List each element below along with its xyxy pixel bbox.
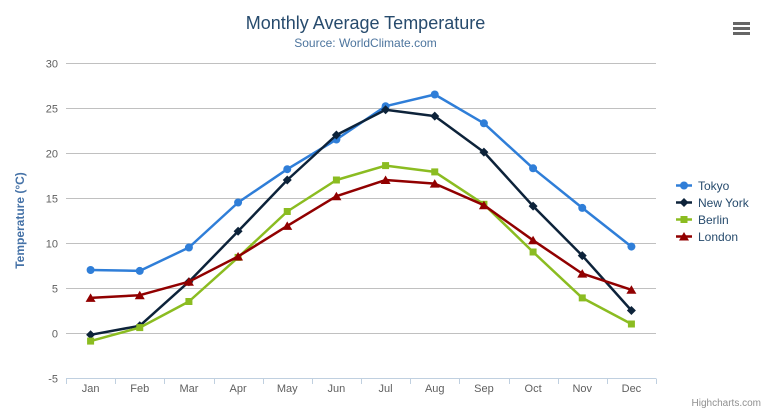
x-axis-label: Sep	[474, 383, 494, 395]
data-point[interactable]	[578, 294, 586, 302]
legend-label: Tokyo	[698, 178, 730, 193]
data-point[interactable]	[429, 179, 440, 188]
data-point[interactable]	[134, 290, 145, 300]
x-axis-label: May	[277, 383, 298, 395]
data-point[interactable]	[85, 293, 96, 302]
series-new-york	[86, 105, 636, 340]
hamburger-icon	[733, 32, 750, 35]
data-point[interactable]	[380, 175, 391, 185]
chart-title: Monthly Average Temperature	[245, 13, 486, 33]
legend-label: Berlin	[698, 212, 729, 227]
data-point[interactable]	[331, 191, 342, 201]
x-axis-label: Mar	[179, 383, 198, 395]
data-point[interactable]	[577, 251, 587, 261]
legend-symbol-circle-icon	[676, 181, 692, 190]
data-point[interactable]	[233, 252, 244, 261]
y-axis-tick-label: 10	[46, 239, 58, 251]
data-point[interactable]	[528, 201, 538, 211]
data-point[interactable]	[626, 306, 636, 315]
legend-label: London	[698, 229, 739, 244]
legend-item-london[interactable]: London	[676, 228, 749, 245]
data-point[interactable]	[626, 285, 637, 294]
data-point[interactable]	[381, 105, 391, 115]
data-point[interactable]	[283, 165, 292, 174]
data-point[interactable]	[282, 221, 293, 230]
data-point[interactable]	[87, 337, 95, 345]
data-point[interactable]	[431, 168, 439, 176]
legend-item-berlin[interactable]: Berlin	[676, 211, 749, 228]
y-axis-tick-label: -5	[48, 374, 58, 386]
legend: Tokyo New York Berlin London	[676, 177, 749, 245]
credits-link[interactable]: Highcharts.com	[691, 398, 761, 409]
legend-item-tokyo[interactable]: Tokyo	[676, 177, 749, 194]
data-point[interactable]	[184, 243, 193, 252]
hamburger-icon	[733, 22, 750, 25]
y-axis-tick-label: 20	[46, 149, 58, 161]
series-line-berlin[interactable]	[89, 164, 633, 343]
x-axis-label: Jun	[328, 383, 346, 395]
data-point[interactable]	[479, 119, 488, 128]
hamburger-icon	[733, 27, 750, 30]
data-point[interactable]	[233, 226, 243, 236]
chart-subtitle: Source: WorldClimate.com	[294, 36, 437, 50]
legend-marker-square	[680, 216, 688, 223]
data-point[interactable]	[578, 203, 587, 212]
series-line-london[interactable]	[89, 178, 633, 300]
data-point[interactable]	[430, 90, 439, 99]
x-axis-label: Aug	[425, 383, 445, 395]
data-point[interactable]	[627, 320, 635, 328]
data-point[interactable]	[183, 277, 194, 286]
y-axis-tick-label: 25	[46, 104, 58, 116]
data-point[interactable]	[382, 162, 390, 170]
data-point[interactable]	[86, 330, 96, 340]
legend-symbol-diamond-icon	[676, 198, 692, 207]
data-point[interactable]	[234, 198, 243, 207]
series-line-tokyo[interactable]	[89, 93, 633, 273]
y-axis-tick-label: 5	[52, 284, 58, 296]
data-point[interactable]	[86, 266, 95, 274]
data-point[interactable]	[283, 208, 291, 215]
legend-marker-circle	[680, 181, 688, 190]
data-point[interactable]	[478, 200, 489, 210]
y-axis-tick-label: 0	[52, 329, 58, 341]
series-tokyo	[86, 90, 636, 275]
legend-symbol-triangle-icon	[676, 232, 692, 241]
export-menu-button[interactable]	[733, 22, 750, 35]
data-point[interactable]	[479, 147, 489, 157]
x-axis-label: Jul	[379, 383, 393, 395]
x-axis-label: Apr	[230, 383, 247, 395]
data-point[interactable]	[136, 324, 144, 332]
data-point[interactable]	[577, 269, 588, 278]
legend-symbol-square-icon	[676, 216, 692, 223]
data-point[interactable]	[529, 248, 537, 256]
data-point[interactable]	[185, 298, 193, 305]
legend-marker-diamond	[679, 198, 689, 207]
y-axis-tick-label: 15	[46, 194, 58, 206]
y-axis-tick-label: 30	[46, 59, 58, 71]
x-axis-label: Jan	[82, 383, 100, 395]
data-point[interactable]	[282, 175, 292, 185]
data-point[interactable]	[332, 176, 340, 184]
x-axis-label: Dec	[622, 383, 642, 395]
legend-marker-triangle	[679, 232, 689, 241]
x-axis-label: Feb	[130, 383, 149, 395]
series-line-new-york[interactable]	[89, 108, 633, 337]
data-point[interactable]	[627, 242, 636, 251]
data-point[interactable]	[331, 130, 341, 140]
data-point[interactable]	[528, 235, 539, 245]
legend-item-new-york[interactable]: New York	[676, 194, 749, 211]
data-point[interactable]	[430, 111, 440, 121]
data-point[interactable]	[529, 164, 538, 173]
data-point[interactable]	[135, 266, 144, 275]
legend-label: New York	[698, 195, 749, 210]
x-axis-label: Nov	[572, 383, 592, 395]
series-london	[85, 175, 637, 302]
x-axis-label: Oct	[525, 383, 542, 395]
y-axis-title: Temperature (°C)	[13, 172, 27, 269]
